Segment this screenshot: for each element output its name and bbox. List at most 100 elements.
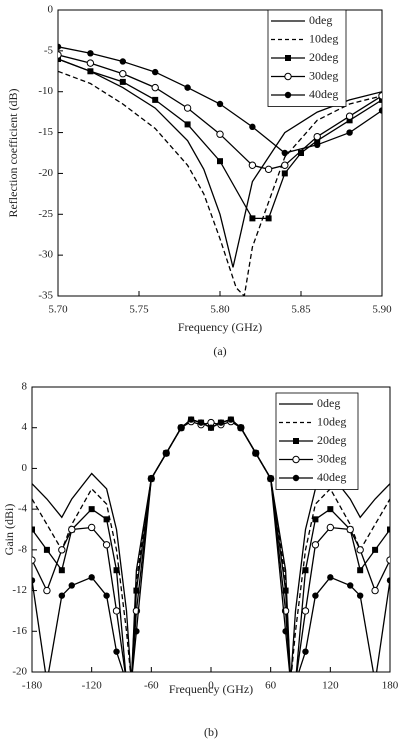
- marker: [356, 546, 364, 554]
- marker: [113, 648, 120, 655]
- marker: [288, 679, 294, 685]
- x-tick-label: -180: [22, 680, 43, 692]
- y-tick-label: 0: [22, 462, 28, 474]
- marker: [387, 526, 390, 533]
- marker: [32, 526, 35, 533]
- y-tick-label: -30: [38, 249, 53, 261]
- plot-frame: [57, 9, 383, 297]
- y-tick-label: -8: [18, 543, 28, 555]
- legend-marker: [285, 55, 291, 61]
- x-axis-label: Frequency (GHz): [169, 682, 253, 696]
- plot-area: [58, 43, 382, 296]
- legend-label: 40deg: [309, 87, 338, 101]
- marker: [378, 92, 382, 100]
- marker: [43, 586, 51, 595]
- y-axis-label: Gain (dBi): [2, 504, 16, 556]
- y-tick-label: -12: [12, 584, 27, 596]
- marker: [265, 215, 272, 222]
- marker: [327, 506, 334, 513]
- marker: [58, 546, 66, 554]
- legend-marker: [292, 455, 300, 464]
- marker: [346, 129, 353, 136]
- y-tick-label: 0: [48, 4, 54, 16]
- marker: [237, 424, 245, 431]
- x-tick-label: 5.75: [129, 304, 149, 316]
- marker: [293, 679, 299, 685]
- marker: [287, 679, 293, 685]
- marker: [314, 137, 321, 144]
- marker: [378, 107, 382, 114]
- marker: [88, 506, 95, 513]
- legend-marker: [293, 438, 299, 444]
- y-tick-label: -4: [18, 503, 28, 515]
- y-tick-label: -10: [38, 85, 53, 97]
- marker: [68, 582, 75, 589]
- marker: [281, 170, 288, 177]
- x-tick-label: 120: [322, 680, 339, 692]
- y-tick-label: 4: [22, 421, 28, 433]
- marker: [356, 592, 364, 599]
- marker: [87, 50, 94, 57]
- marker: [32, 556, 36, 564]
- y-tick-label: -5: [44, 44, 54, 56]
- marker: [123, 679, 129, 685]
- marker: [379, 96, 382, 103]
- marker: [292, 679, 298, 685]
- marker: [281, 149, 288, 157]
- series-line: [58, 54, 382, 170]
- marker: [102, 541, 111, 549]
- marker: [123, 679, 129, 685]
- x-tick-label: -120: [82, 680, 103, 692]
- legend-label: 20deg: [317, 433, 346, 447]
- marker: [347, 582, 354, 589]
- marker: [197, 419, 205, 426]
- marker: [152, 68, 159, 76]
- legend-marker: [292, 474, 300, 482]
- legend-label: 0deg: [317, 396, 340, 410]
- marker: [68, 525, 76, 534]
- legend-label: 0deg: [309, 13, 332, 27]
- marker: [267, 475, 274, 482]
- y-tick-label: -35: [38, 290, 53, 302]
- marker: [345, 112, 354, 120]
- marker: [302, 648, 309, 655]
- caption: (a): [213, 344, 226, 358]
- marker: [43, 546, 50, 553]
- legend-label: 40deg: [317, 470, 346, 484]
- series-line: [58, 58, 382, 268]
- marker: [58, 592, 66, 599]
- legend-marker: [284, 72, 292, 81]
- x-tick-label: 5.70: [48, 304, 68, 316]
- marker: [128, 679, 134, 685]
- legend-label: 10deg: [317, 414, 346, 428]
- marker: [88, 574, 95, 581]
- marker: [148, 475, 155, 482]
- marker: [252, 449, 259, 457]
- marker: [248, 161, 257, 169]
- x-tick-label: 5.80: [210, 304, 230, 316]
- marker: [216, 130, 224, 138]
- marker: [314, 141, 321, 149]
- x-tick-label: 180: [382, 680, 399, 692]
- marker: [313, 132, 321, 141]
- marker: [103, 516, 110, 523]
- y-tick-label: 8: [22, 381, 28, 393]
- y-tick-label: -25: [38, 208, 53, 220]
- y-tick-label: -20: [38, 167, 53, 179]
- marker: [163, 449, 170, 457]
- marker: [128, 679, 134, 685]
- marker: [151, 83, 159, 92]
- marker: [44, 679, 50, 685]
- legend-label: 20deg: [309, 50, 338, 64]
- marker: [207, 424, 215, 431]
- x-tick-label: 60: [265, 680, 277, 692]
- marker: [128, 679, 134, 685]
- marker: [87, 523, 96, 532]
- marker: [312, 592, 319, 599]
- plot-area: [32, 416, 390, 685]
- marker: [87, 68, 94, 75]
- marker: [58, 51, 62, 59]
- legend-label: 30deg: [317, 451, 346, 465]
- marker: [112, 607, 121, 615]
